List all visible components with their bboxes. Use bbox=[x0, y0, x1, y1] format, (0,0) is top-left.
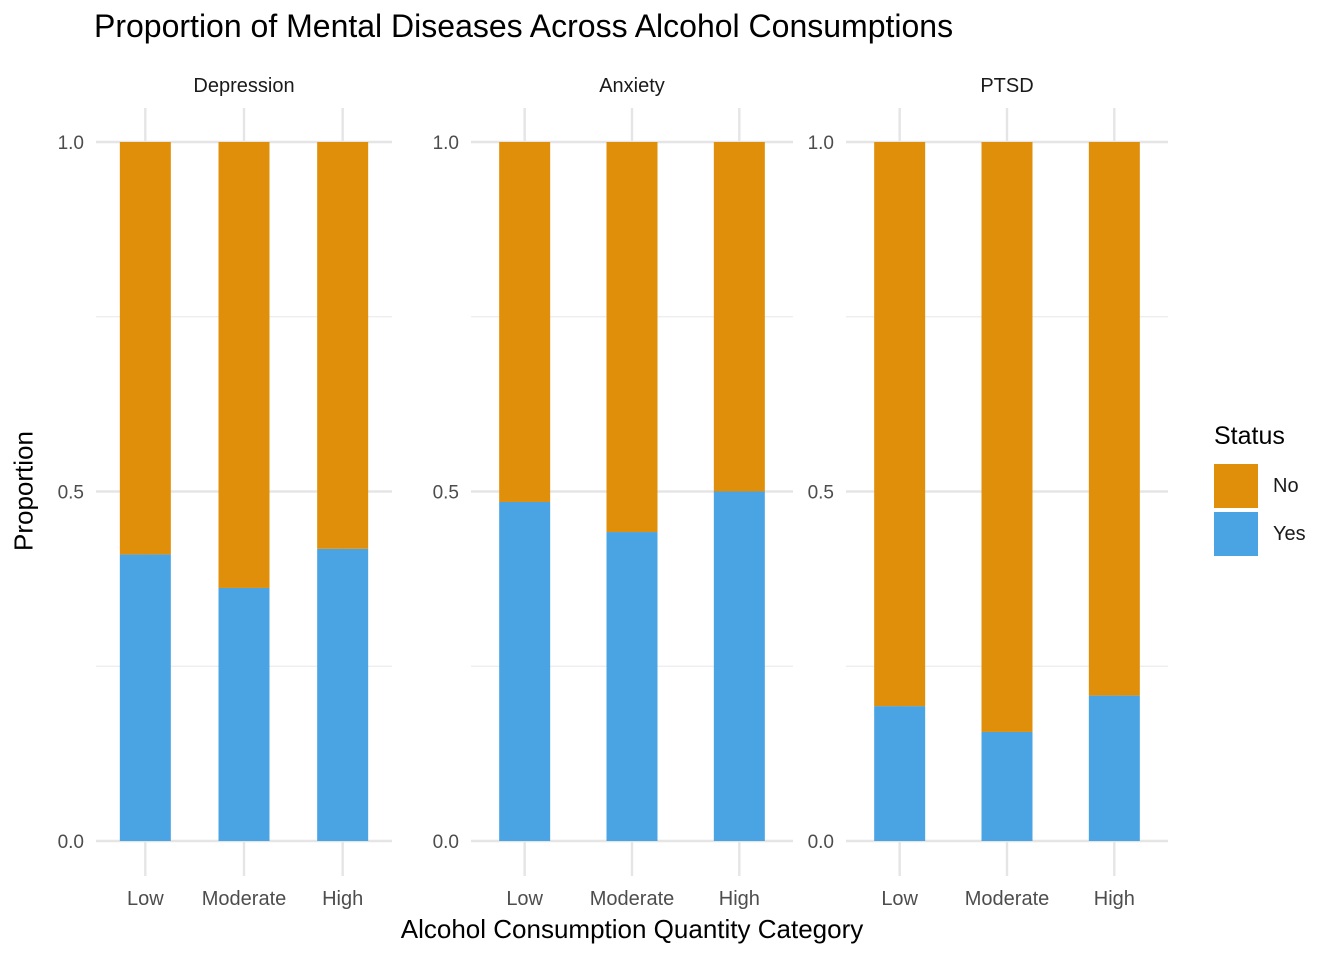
legend-label-yes: Yes bbox=[1273, 522, 1306, 545]
legend-label-no: No bbox=[1273, 474, 1299, 497]
bar-depression-low-yes bbox=[119, 554, 171, 841]
x-tick-label: Moderate bbox=[965, 888, 1050, 910]
bar-depression-low-no bbox=[119, 142, 171, 555]
legend: Status No Yes bbox=[1214, 422, 1306, 559]
x-tick-label: High bbox=[719, 888, 760, 910]
bar-depression-high-yes bbox=[317, 548, 369, 841]
bar-ptsd-low-no bbox=[874, 142, 926, 707]
chart-title: Proportion of Mental Diseases Across Alc… bbox=[94, 8, 954, 44]
legend-swatch-no bbox=[1214, 464, 1258, 508]
legend-item-yes: Yes bbox=[1214, 511, 1306, 557]
bar-anxiety-low-no bbox=[499, 142, 551, 502]
y-tick-label: 0.5 bbox=[58, 483, 84, 504]
bar-anxiety-moderate-no bbox=[606, 142, 658, 533]
y-tick-label: 0.5 bbox=[433, 483, 459, 504]
bar-anxiety-high-yes bbox=[713, 491, 765, 841]
legend-swatch-yes bbox=[1214, 512, 1258, 556]
x-axis-label: Alcohol Consumption Quantity Category bbox=[400, 914, 864, 944]
facet-label-anxiety: Anxiety bbox=[599, 75, 665, 97]
bar-anxiety-high-no bbox=[713, 142, 765, 492]
y-tick-label: 0.0 bbox=[808, 832, 834, 853]
x-tick-label: High bbox=[1094, 888, 1135, 910]
bar-depression-moderate-no bbox=[218, 142, 270, 588]
bar-depression-high-no bbox=[317, 142, 369, 549]
x-tick-label: Low bbox=[881, 888, 918, 910]
y-tick-label: 0.0 bbox=[433, 832, 459, 853]
y-tick-label: 0.0 bbox=[58, 832, 84, 853]
legend-title: Status bbox=[1214, 422, 1285, 450]
x-tick-label: Low bbox=[506, 888, 543, 910]
bar-ptsd-moderate-yes bbox=[981, 731, 1033, 841]
bar-ptsd-high-yes bbox=[1088, 695, 1140, 841]
y-tick-label: 1.0 bbox=[58, 133, 84, 154]
facet-label-depression: Depression bbox=[193, 75, 294, 97]
x-tick-label: Moderate bbox=[202, 888, 287, 910]
x-tick-label: High bbox=[322, 888, 363, 910]
facet-label-ptsd: PTSD bbox=[980, 75, 1033, 97]
x-tick-label: Low bbox=[127, 888, 164, 910]
bar-ptsd-low-yes bbox=[874, 706, 926, 841]
y-tick-label: 1.0 bbox=[808, 133, 834, 154]
bar-depression-moderate-yes bbox=[218, 587, 270, 841]
bar-ptsd-high-no bbox=[1088, 142, 1140, 696]
bar-anxiety-moderate-yes bbox=[606, 532, 658, 841]
y-tick-label: 1.0 bbox=[433, 133, 459, 154]
y-tick-label: 0.5 bbox=[808, 483, 834, 504]
x-tick-label: Moderate bbox=[590, 888, 675, 910]
bar-anxiety-low-yes bbox=[499, 501, 551, 841]
legend-item-no: No bbox=[1214, 463, 1306, 509]
bar-ptsd-moderate-no bbox=[981, 142, 1033, 732]
